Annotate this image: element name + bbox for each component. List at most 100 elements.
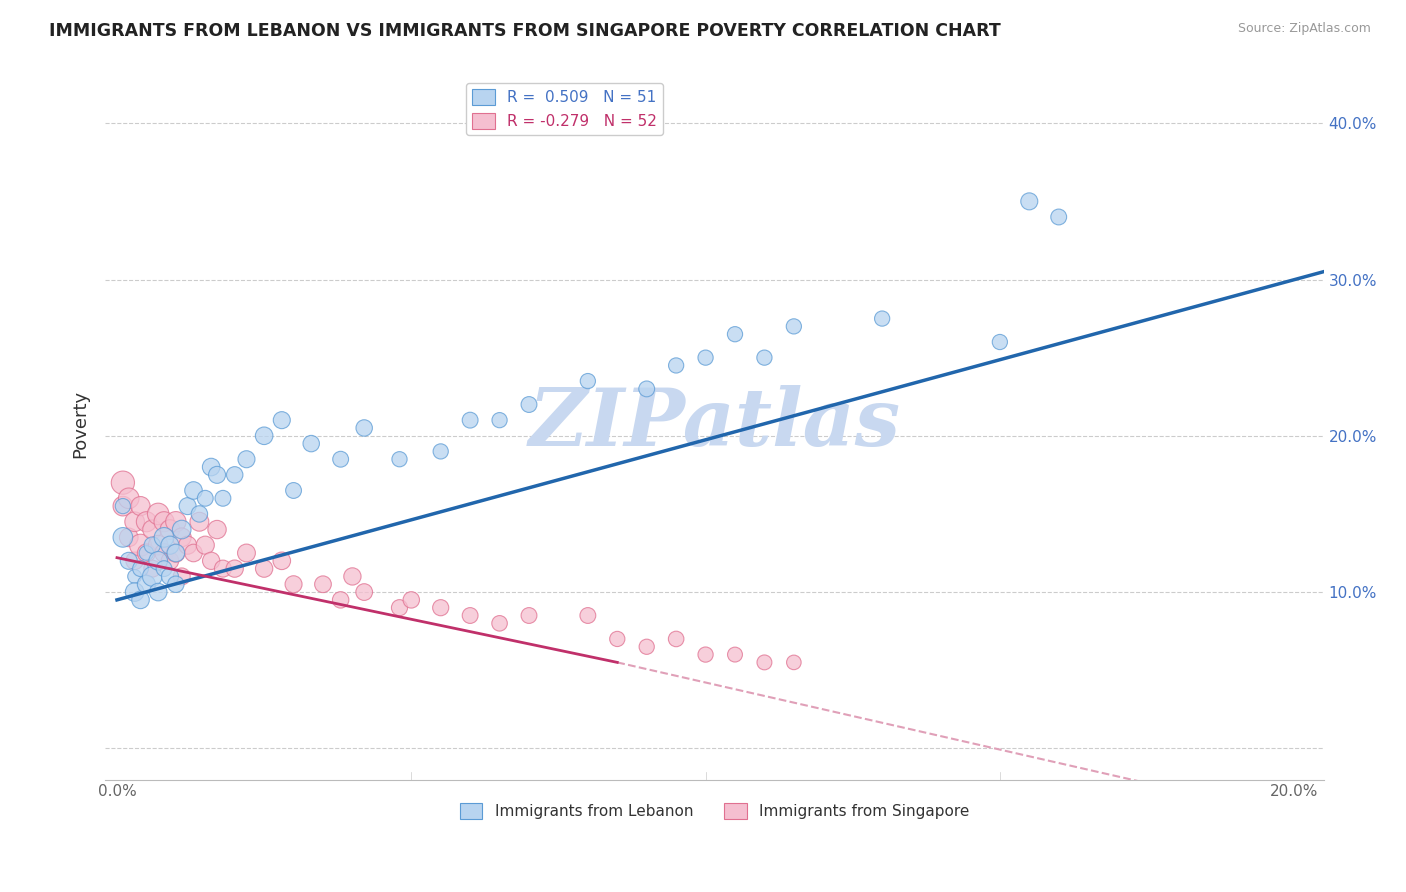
Point (988, 334, 1011, 349)
Point (135, 546, 157, 560)
Point (429, 444, 451, 458)
Point (129, 538, 152, 552)
Point (224, 561, 246, 575)
Point (401, 593, 423, 607)
Point (118, 554, 141, 568)
Point (235, 546, 257, 560)
Point (165, 515, 187, 529)
Point (458, 413, 481, 427)
Point (312, 577, 335, 591)
Point (388, 452, 411, 467)
Point (329, 452, 352, 467)
Point (754, 351, 776, 365)
Point (148, 507, 170, 521)
Point (235, 452, 257, 467)
Point (135, 546, 157, 560)
Text: Source: ZipAtlas.com: Source: ZipAtlas.com (1237, 22, 1371, 36)
Point (183, 546, 205, 560)
Point (253, 561, 276, 575)
Point (129, 499, 152, 513)
Point (153, 561, 176, 575)
Point (517, 398, 540, 412)
Point (165, 577, 187, 591)
Point (141, 561, 163, 575)
Point (194, 538, 217, 552)
Point (124, 585, 146, 599)
Point (665, 359, 688, 373)
Point (754, 656, 776, 670)
Point (188, 515, 211, 529)
Point (124, 569, 146, 583)
Point (129, 561, 152, 575)
Point (299, 436, 322, 450)
Point (153, 530, 176, 544)
Point (224, 467, 246, 482)
Point (517, 608, 540, 623)
Point (118, 491, 141, 506)
Point (148, 554, 170, 568)
Point (148, 585, 170, 599)
Point (783, 319, 806, 334)
Point (159, 569, 181, 583)
Point (329, 593, 352, 607)
Y-axis label: Poverty: Poverty (72, 390, 89, 458)
Point (695, 351, 717, 365)
Point (188, 507, 211, 521)
Point (665, 632, 688, 646)
Point (183, 483, 205, 498)
Point (170, 530, 193, 544)
Text: IMMIGRANTS FROM LEBANON VS IMMIGRANTS FROM SINGAPORE POVERTY CORRELATION CHART: IMMIGRANTS FROM LEBANON VS IMMIGRANTS FR… (49, 22, 1001, 40)
Point (135, 515, 157, 529)
Point (212, 561, 235, 575)
Point (200, 460, 222, 475)
Point (165, 546, 187, 560)
Point (205, 467, 228, 482)
Text: ZIPatlas: ZIPatlas (529, 385, 900, 463)
Point (111, 530, 134, 544)
Point (342, 569, 364, 583)
Point (141, 569, 163, 583)
Point (270, 413, 292, 427)
Point (135, 577, 157, 591)
Point (353, 421, 375, 435)
Point (212, 491, 235, 506)
Point (170, 523, 193, 537)
Point (176, 499, 198, 513)
Point (111, 499, 134, 513)
Point (141, 538, 163, 552)
Point (576, 374, 599, 388)
Point (724, 327, 747, 342)
Point (159, 554, 181, 568)
Point (353, 585, 375, 599)
Point (141, 523, 163, 537)
Point (111, 475, 134, 490)
Point (194, 491, 217, 506)
Point (118, 530, 141, 544)
Point (124, 515, 146, 529)
Point (636, 382, 658, 396)
Point (1047, 210, 1070, 224)
Point (153, 546, 176, 560)
Point (283, 577, 305, 591)
Point (129, 593, 152, 607)
Point (283, 483, 305, 498)
Point (576, 608, 599, 623)
Point (488, 413, 510, 427)
Point (388, 600, 411, 615)
Point (458, 608, 481, 623)
Point (429, 600, 451, 615)
Point (636, 640, 658, 654)
Point (724, 648, 747, 662)
Point (124, 554, 146, 568)
Point (148, 538, 170, 552)
Point (695, 648, 717, 662)
Point (253, 429, 276, 443)
Point (783, 656, 806, 670)
Point (870, 311, 893, 326)
Point (165, 546, 187, 560)
Point (170, 569, 193, 583)
Point (159, 523, 181, 537)
Point (488, 616, 510, 631)
Legend: Immigrants from Lebanon, Immigrants from Singapore: Immigrants from Lebanon, Immigrants from… (453, 797, 976, 825)
Point (270, 554, 292, 568)
